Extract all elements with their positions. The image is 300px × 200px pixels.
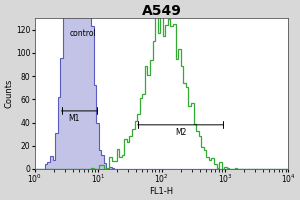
Text: M2: M2: [175, 128, 186, 137]
Text: control: control: [69, 29, 96, 38]
Y-axis label: Counts: Counts: [4, 79, 13, 108]
Text: M1: M1: [68, 114, 80, 123]
X-axis label: FL1-H: FL1-H: [149, 187, 174, 196]
Polygon shape: [34, 0, 288, 169]
Title: A549: A549: [142, 4, 182, 18]
